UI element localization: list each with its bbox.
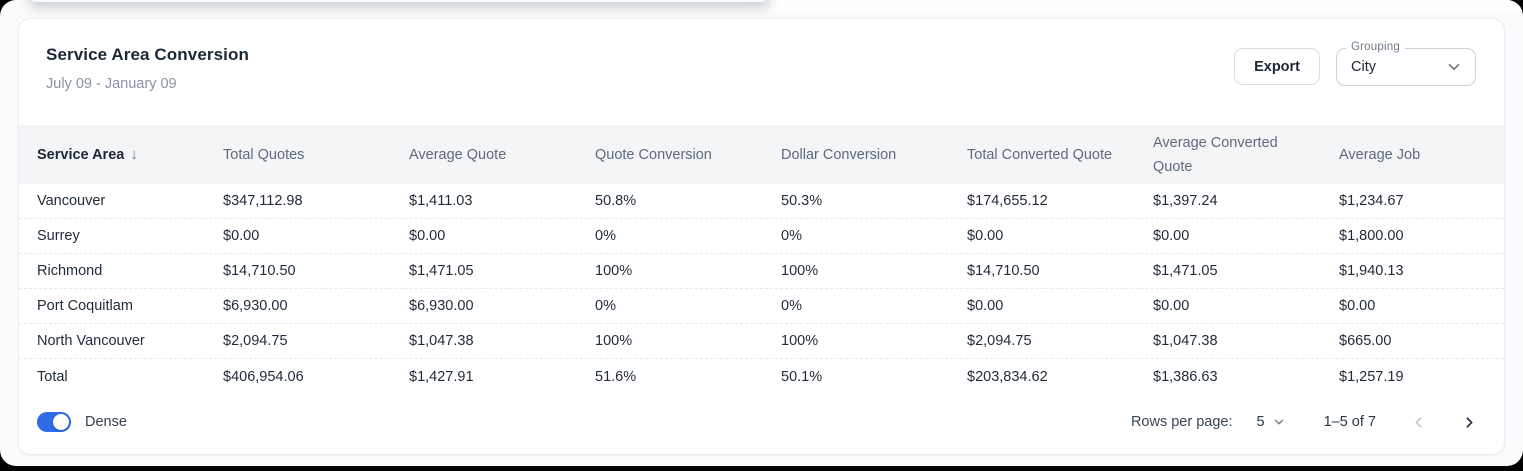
table-cell: $14,710.50 [223, 263, 296, 279]
table-row-total: Total $406,954.06 $1,427.91 51.6% 50.1% … [19, 359, 1504, 394]
table-cell: $665.00 [1339, 333, 1392, 349]
table-cell: Vancouver [37, 193, 106, 209]
table-row: Surrey $0.00 $0.00 0% 0% $0.00 $0.00 $1,… [19, 219, 1504, 254]
table-cell: $1,234.67 [1339, 193, 1404, 209]
table-cell: 0% [781, 228, 802, 244]
table-cell: $0.00 [967, 228, 1004, 244]
table-cell: 100% [595, 263, 633, 279]
dense-toggle[interactable] [37, 412, 71, 432]
chevron-left-icon [1415, 416, 1422, 428]
table-cell: Port Coquitlam [37, 298, 133, 314]
column-header-total-converted-quote[interactable]: Total Converted Quote [967, 146, 1113, 163]
table-cell: 0% [781, 298, 802, 314]
table-cell: North Vancouver [37, 333, 145, 349]
column-header-average-converted-quote[interactable]: Average Converted Quote [1153, 134, 1278, 175]
table-cell: $1,800.00 [1339, 228, 1404, 244]
rows-per-page-select[interactable]: 5 [1257, 414, 1286, 430]
column-header-average-job[interactable]: Average Job [1339, 146, 1421, 163]
scrolled-card-shadow [28, 0, 770, 2]
top-panel-edge [770, 0, 1523, 12]
table-cell: 100% [595, 333, 633, 349]
table-cell: $203,834.62 [967, 368, 1048, 385]
table-cell: $1,397.24 [1153, 193, 1218, 209]
pagination-range: 1–5 of 7 [1323, 414, 1376, 430]
table-cell: $1,047.38 [409, 333, 474, 349]
table-cell: $1,411.03 [409, 193, 473, 209]
grouping-select-label: Grouping [1346, 41, 1405, 53]
table-cell: 50.8% [595, 193, 637, 209]
table-footer: Dense Rows per page: 5 1–5 of 7 [19, 394, 1504, 454]
table-cell: 100% [781, 263, 819, 279]
column-header-total-quotes[interactable]: Total Quotes [223, 146, 305, 163]
card-header: Service Area Conversion July 09 - Januar… [19, 19, 1504, 125]
header-actions: Export Grouping City [1234, 41, 1476, 86]
chevron-down-icon [1448, 64, 1460, 70]
table-row: Vancouver $347,112.98 $1,411.03 50.8% 50… [19, 184, 1504, 219]
table-cell: $0.00 [223, 228, 260, 244]
table-cell: 50.3% [781, 193, 823, 209]
table-cell: $1,047.38 [1153, 333, 1218, 349]
table-cell: $406,954.06 [223, 368, 304, 385]
table-cell: $6,930.00 [409, 298, 474, 314]
title-block: Service Area Conversion July 09 - Januar… [46, 45, 249, 92]
table-cell: $174,655.12 [967, 193, 1048, 209]
table-row: Richmond $14,710.50 $1,471.05 100% 100% … [19, 254, 1504, 289]
column-header-quote-conversion[interactable]: Quote Conversion [595, 146, 712, 163]
column-header-average-quote[interactable]: Average Quote [409, 146, 507, 163]
table-cell: $14,710.50 [967, 263, 1040, 279]
table-cell: $0.00 [1153, 228, 1190, 244]
table-row: Port Coquitlam $6,930.00 $6,930.00 0% 0%… [19, 289, 1504, 324]
table-cell: $1,386.63 [1153, 368, 1218, 385]
table-cell: 50.1% [781, 368, 823, 385]
date-range: July 09 - January 09 [46, 76, 177, 92]
table-header-row: Service Area ↓ Total Quotes Average Quote… [19, 125, 1504, 184]
rows-per-page-value: 5 [1256, 414, 1265, 430]
table-cell: $6,930.00 [223, 298, 288, 314]
table-cell: $2,094.75 [967, 333, 1032, 349]
table-cell: Surrey [37, 228, 80, 244]
export-button[interactable]: Export [1234, 48, 1320, 85]
table-cell: $1,940.13 [1339, 263, 1404, 279]
table-cell: $347,112.98 [223, 193, 303, 209]
grouping-select[interactable]: Grouping City [1336, 41, 1476, 86]
column-header-dollar-conversion[interactable]: Dollar Conversion [781, 146, 897, 163]
table-cell: $0.00 [1153, 298, 1190, 314]
table-cell: $1,427.91 [409, 368, 474, 385]
table-row: North Vancouver $2,094.75 $1,047.38 100%… [19, 324, 1504, 359]
table-cell: 100% [781, 333, 819, 349]
table-cell: $1,257.19 [1339, 368, 1404, 385]
table-body: Vancouver $347,112.98 $1,411.03 50.8% 50… [19, 184, 1504, 394]
page-title: Service Area Conversion [46, 45, 249, 64]
table-cell: $0.00 [409, 228, 446, 244]
table-cell: Richmond [37, 263, 103, 279]
table-cell: $1,471.05 [409, 263, 474, 279]
table-cell: 51.6% [595, 368, 637, 385]
grouping-select-value: City [1351, 59, 1376, 75]
sort-desc-icon: ↓ [130, 145, 138, 163]
toggle-knob [53, 414, 69, 430]
column-header-service-area[interactable]: Service Area ↓ [37, 143, 223, 167]
dense-toggle-label: Dense [85, 414, 127, 430]
previous-page-button[interactable] [1410, 414, 1427, 431]
table-cell: Total [37, 368, 68, 385]
table-cell: 0% [595, 228, 616, 244]
table-cell: $0.00 [967, 298, 1004, 314]
next-page-button[interactable] [1461, 414, 1478, 431]
table-cell: 0% [595, 298, 616, 314]
dense-toggle-group[interactable]: Dense [37, 412, 127, 432]
rows-per-page-label: Rows per page: [1130, 414, 1233, 430]
chevron-down-icon [1274, 419, 1283, 425]
table-cell: $0.00 [1339, 298, 1376, 314]
service-area-conversion-card: Service Area Conversion July 09 - Januar… [18, 18, 1505, 455]
table-cell: $2,094.75 [223, 333, 288, 349]
pagination-controls: Rows per page: 5 1–5 of 7 [1131, 414, 1478, 431]
chevron-right-icon [1466, 416, 1473, 428]
table-cell: $1,471.05 [1153, 263, 1218, 279]
column-header-label: Service Area [37, 146, 125, 163]
